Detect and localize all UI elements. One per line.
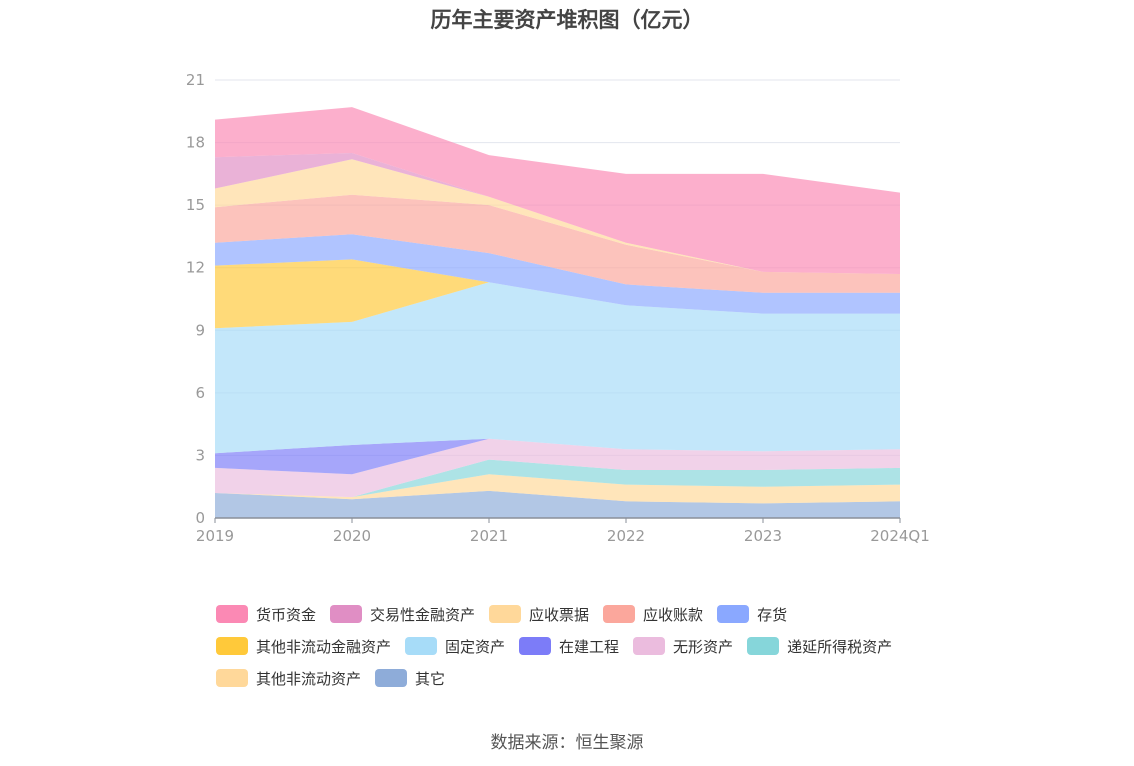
legend-swatch [717, 605, 750, 623]
legend-label: 其他非流动资产 [256, 669, 362, 688]
legend-item[interactable]: 应收票据 [489, 604, 589, 625]
area-6[interactable] [215, 259, 900, 329]
legend-item[interactable]: 货币资金 [216, 604, 316, 625]
legend-item[interactable]: 在建工程 [519, 636, 619, 657]
area-series [215, 107, 900, 518]
legend-swatch [489, 605, 522, 623]
legend-label: 无形资产 [673, 637, 734, 656]
legend-row: 其他非流动资产 其它 [216, 662, 976, 694]
area-3[interactable] [215, 438, 900, 498]
legend-swatch [216, 605, 248, 623]
x-tick-label: 2019 [196, 527, 234, 545]
legend: 货币资金 交易性金融资产 应收票据 应收账款 存货其他非流动金融资产 固定资产 在建工程 无形… [216, 598, 976, 694]
legend-label: 交易性金融资产 [370, 605, 476, 624]
legend-swatch [216, 669, 248, 687]
legend-item[interactable]: 存货 [717, 604, 787, 625]
legend-label: 存货 [757, 605, 788, 624]
y-tick-label: 9 [195, 321, 205, 339]
chart-title: 历年主要资产堆积图（亿元） [430, 8, 704, 32]
legend-label: 递延所得税资产 [787, 637, 893, 656]
legend-label: 其他非流动金融资产 [256, 637, 392, 656]
data-source: 数据来源：恒生聚源 [490, 733, 644, 753]
y-tick-label: 12 [186, 259, 205, 277]
legend-label: 在建工程 [559, 637, 620, 656]
legend-item[interactable]: 交易性金融资产 [330, 604, 475, 625]
area-9[interactable] [215, 159, 900, 274]
x-tick-label: 2024Q1 [870, 527, 930, 545]
legend-item[interactable]: 固定资产 [405, 636, 505, 657]
legend-label: 应收票据 [529, 605, 590, 624]
y-tick-label: 3 [195, 446, 205, 464]
area-1[interactable] [215, 474, 900, 504]
axes: 0 3 6 9 12 15 18 21 2019 2020 2021 2022 2023 2024Q1 [186, 71, 930, 545]
y-tick-label: 15 [186, 196, 205, 214]
legend-swatch [603, 605, 636, 623]
legend-swatch [330, 605, 363, 623]
legend-item[interactable]: 无形资产 [633, 636, 733, 657]
y-tick-label: 21 [186, 71, 205, 89]
stacked-area-chart: 0 3 6 9 12 15 18 21 2019 2020 2021 2022 2023 2024Q1 [186, 71, 930, 545]
legend-swatch [405, 637, 438, 655]
legend-label: 应收账款 [643, 605, 704, 624]
legend-swatch [375, 669, 408, 687]
legend-swatch [747, 637, 780, 655]
area-0[interactable] [215, 490, 900, 518]
legend-row: 货币资金 交易性金融资产 应收票据 应收账款 存货 [216, 598, 976, 630]
y-tick-label: 18 [186, 134, 205, 152]
x-tick-label: 2022 [607, 527, 645, 545]
y-tick-label: 6 [195, 384, 205, 402]
area-10[interactable] [215, 153, 900, 274]
legend-item[interactable]: 其他非流动资产 [216, 668, 361, 689]
area-7[interactable] [215, 234, 900, 314]
area-8[interactable] [215, 194, 900, 293]
area-11[interactable] [215, 107, 900, 274]
x-tick-label: 2021 [470, 527, 508, 545]
x-tick-label: 2020 [333, 527, 371, 545]
x-tick-label: 2023 [744, 527, 782, 545]
legend-swatch [633, 637, 666, 655]
legend-swatch [216, 637, 248, 655]
area-5[interactable] [215, 282, 900, 454]
legend-item[interactable]: 应收账款 [603, 604, 703, 625]
legend-swatch [519, 637, 552, 655]
legend-label: 货币资金 [256, 605, 317, 624]
legend-item[interactable]: 其他非流动金融资产 [216, 636, 391, 657]
legend-label: 其它 [415, 669, 446, 688]
y-tick-label: 0 [195, 509, 205, 527]
area-4[interactable] [215, 438, 900, 475]
legend-item[interactable]: 其它 [375, 668, 445, 689]
legend-label: 固定资产 [445, 637, 506, 656]
legend-row: 其他非流动金融资产 固定资产 在建工程 无形资产 递延所得税资产 [216, 630, 976, 662]
legend-item[interactable]: 递延所得税资产 [747, 636, 892, 657]
